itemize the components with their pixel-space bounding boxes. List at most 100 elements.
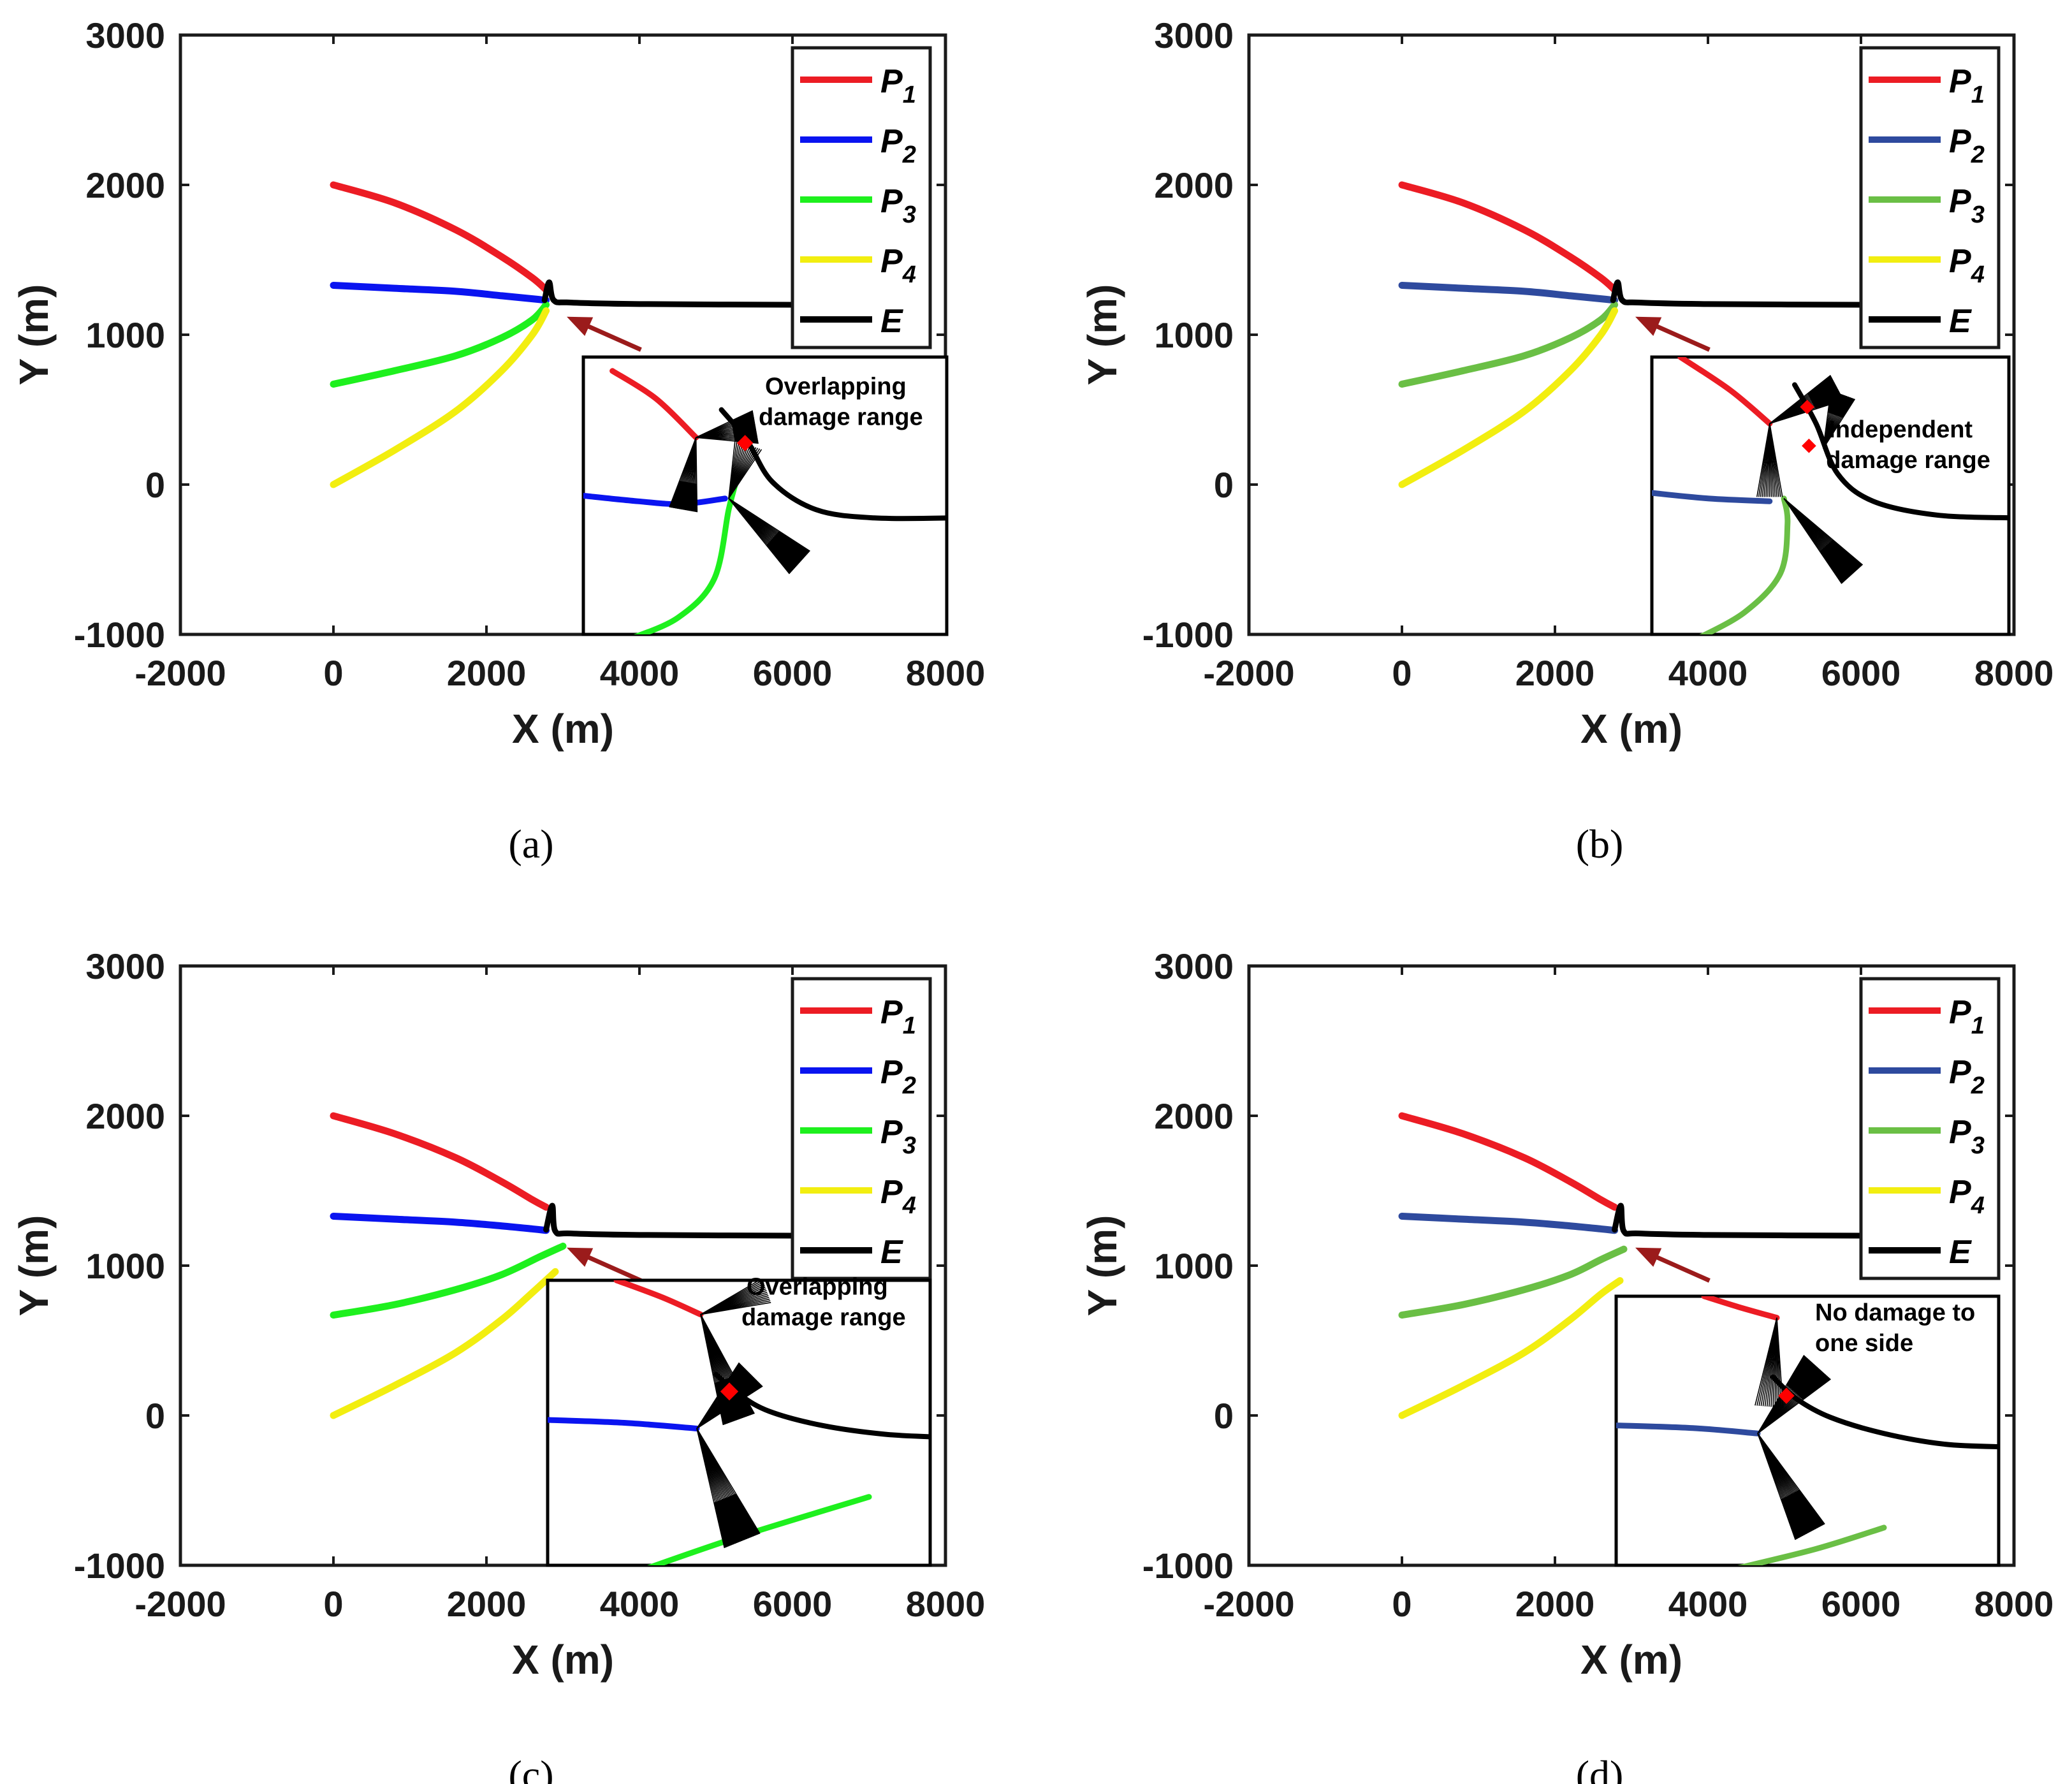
legend-subscript: 2 xyxy=(1971,1072,1985,1099)
x-tick-label: 2000 xyxy=(1515,653,1595,693)
x-tick-label: 4000 xyxy=(600,653,680,693)
y-axis-label: Y (m) xyxy=(1079,284,1125,386)
legend-subscript: 3 xyxy=(1971,1132,1985,1159)
y-tick-label: -1000 xyxy=(1142,1546,1234,1586)
damage-ray xyxy=(728,449,762,499)
pointer-arrow xyxy=(1635,316,1711,352)
inset-zoom: Overlapping damage range xyxy=(546,1273,932,1567)
annotation-line-1: Overlapping xyxy=(765,374,907,400)
panel-d: -2000 0 2000 4000 6000 8000 -1000 0 1000 2000 3000… xyxy=(1079,946,2054,1784)
y-tick-label: 3000 xyxy=(1154,15,1234,55)
y-tick-label: 3000 xyxy=(85,15,165,55)
y-tick-label: -1000 xyxy=(74,615,165,655)
series-P1-line xyxy=(1398,1112,1619,1211)
damage-fan-P1 xyxy=(669,437,698,513)
arrow-head xyxy=(567,1247,594,1267)
legend-subscript: 4 xyxy=(1971,1192,1985,1219)
x-tick-label: 6000 xyxy=(1821,1584,1901,1624)
inset-content xyxy=(583,368,947,634)
legend-label-E: E xyxy=(880,1234,903,1271)
x-tick-label: -2000 xyxy=(135,653,226,693)
x-tick-label: 8000 xyxy=(906,653,986,693)
damage-fan-P3 xyxy=(1783,498,1864,584)
damage-fan-P1 xyxy=(1756,423,1783,497)
legend-label-E: E xyxy=(880,303,903,340)
x-tick-label: 0 xyxy=(323,1584,343,1624)
damage-fan-P2 xyxy=(696,1428,761,1549)
damage-fan-P2 xyxy=(1757,1433,1825,1540)
evader-marker xyxy=(1778,1387,1795,1404)
inset-content xyxy=(548,1280,930,1565)
inset-zoom: Independent damage range xyxy=(1650,355,2011,636)
legend-subscript: 1 xyxy=(903,1013,916,1039)
y-tick-label: 1000 xyxy=(1154,315,1234,355)
x-tick-label: 8000 xyxy=(906,1584,986,1624)
y-tick-label: 3000 xyxy=(85,946,165,986)
y-tick-label: 2000 xyxy=(1154,165,1234,205)
series-P2-line xyxy=(1398,281,1619,304)
annotation-line-1: Independent xyxy=(1828,416,1973,443)
inset-P2-path xyxy=(1616,1422,1761,1437)
legend-subscript: 3 xyxy=(1971,201,1985,228)
series-P2-line xyxy=(330,1212,550,1234)
inset-P1-path xyxy=(1701,1296,1780,1321)
legend-subscript: 1 xyxy=(1971,1013,1985,1039)
inset-P1-path xyxy=(1677,357,1773,427)
series-P4-line xyxy=(330,307,550,488)
evader-marker-1 xyxy=(1800,399,1814,414)
y-tick-label: 0 xyxy=(1214,465,1234,505)
damage-fan-E xyxy=(1823,390,1856,449)
damage-sector-fill xyxy=(766,531,810,574)
pointer-arrow xyxy=(567,316,642,352)
damage-ray xyxy=(1757,1433,1796,1540)
y-tick-label: 0 xyxy=(145,465,165,505)
inset-P1-path xyxy=(609,368,699,441)
y-axis-label: Y (m) xyxy=(11,284,57,386)
legend-label-E: E xyxy=(1949,1234,1972,1271)
x-axis-label: X (m) xyxy=(1580,706,1682,752)
damage-ray xyxy=(1783,498,1842,584)
y-tick-label: 3000 xyxy=(1154,946,1234,986)
x-tick-label: -2000 xyxy=(1203,1584,1294,1624)
evader-marker-2 xyxy=(1802,438,1816,453)
x-tick-label: 4000 xyxy=(1668,653,1748,693)
y-tick-label: 2000 xyxy=(85,165,165,205)
legend-subscript: 4 xyxy=(1971,261,1985,288)
panel-caption: (a) xyxy=(508,821,553,866)
series-P2-line xyxy=(1398,1212,1619,1234)
legend-subscript: 3 xyxy=(903,1132,916,1159)
x-tick-label: 0 xyxy=(1392,1584,1412,1624)
x-axis-label: X (m) xyxy=(1580,1637,1682,1683)
x-axis-label: X (m) xyxy=(512,706,614,752)
arrow-head xyxy=(1635,1247,1662,1267)
damage-ray xyxy=(669,437,697,508)
inset-P1-path xyxy=(613,1280,704,1318)
panel-a: -2000 0 2000 4000 6000 8000 -1000 0 1000 2000 3000… xyxy=(11,15,985,866)
series-P4-line xyxy=(330,1268,559,1419)
legend-subscript: 2 xyxy=(1971,142,1985,168)
annotation-line-2: one side xyxy=(1815,1330,1913,1357)
damage-sector-fill xyxy=(1781,1489,1825,1540)
series-P2-line xyxy=(330,281,550,304)
inset-frame xyxy=(581,355,949,636)
series-P1-line xyxy=(330,1112,550,1211)
y-tick-label: 0 xyxy=(1214,1396,1234,1436)
pointer-arrow xyxy=(1635,1247,1711,1283)
y-tick-label: 1000 xyxy=(85,1246,165,1286)
y-tick-label: 0 xyxy=(145,1396,165,1436)
damage-sector-fill xyxy=(1786,1355,1831,1400)
damage-ray xyxy=(700,1302,771,1315)
damage-fan-P1b xyxy=(700,1280,771,1315)
x-tick-label: 2000 xyxy=(1515,1584,1595,1624)
x-tick-label: 2000 xyxy=(447,1584,527,1624)
x-tick-label: 6000 xyxy=(753,653,833,693)
damage-fan-P3 xyxy=(728,498,810,574)
y-axis-label: Y (m) xyxy=(1079,1215,1125,1317)
damage-sector-fill xyxy=(669,480,697,513)
arrow-head xyxy=(1635,316,1662,336)
pointer-arrow xyxy=(567,1247,642,1283)
legend-subscript: 4 xyxy=(902,1192,916,1219)
